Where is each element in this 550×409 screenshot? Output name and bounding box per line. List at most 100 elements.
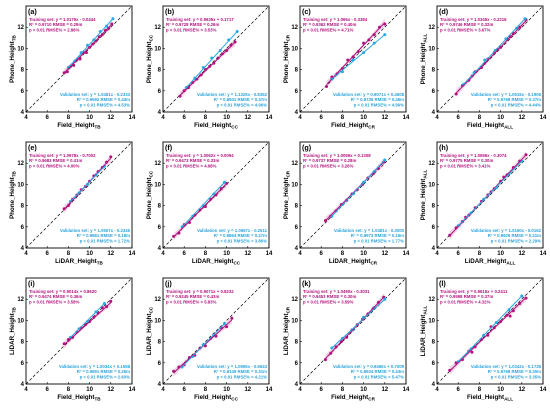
x-tick-label: 12 xyxy=(107,251,114,257)
x-tick-label: 10 xyxy=(497,387,504,393)
x-tick-label: 8 xyxy=(204,115,208,121)
scatter-panel-2: 4 6 8 10 12 14 4 6 8 10 12 Field_HeightCC Phone_Heig… xyxy=(146,5,273,130)
x-axis-label: Field_HeightTB xyxy=(57,122,101,130)
training-stats-line: p < 0.01 RMSE% = 3.26% xyxy=(303,163,354,168)
y-tick-label: 8 xyxy=(21,340,25,346)
y-tick-label: 6 xyxy=(432,89,436,95)
training-stats-line: R² = 0.9775 RMSE = 0.30m xyxy=(440,158,493,163)
x-tick-label: 6 xyxy=(183,115,187,121)
validation-fit-line xyxy=(331,159,386,217)
x-tick-label: 8 xyxy=(341,251,345,257)
training-stats-line: p < 0.01 RMSE% = 3.58% xyxy=(29,299,80,304)
y-tick-label: 6 xyxy=(295,89,299,95)
x-axis-label: LiDAR_HeightTB xyxy=(55,258,103,266)
y-tick-label: 12 xyxy=(428,25,435,31)
x-tick-label: 4 xyxy=(24,115,28,121)
panel-label: (a) xyxy=(28,7,37,16)
training-stats-line: Training set: y = 0.9615x + 0.2411 xyxy=(440,289,508,294)
validation-fit-line xyxy=(463,18,526,85)
validation-fit-line xyxy=(68,18,114,68)
training-stats-line: p < 0.01 RMSE% = 2.86% xyxy=(29,27,80,32)
training-stats-line: R² = 0.9710 RMSE = 0.29m xyxy=(29,22,82,27)
y-axis-label: Phone_HeightTB xyxy=(9,34,17,82)
x-tick-label: 14 xyxy=(266,387,273,393)
validation-stats-line: p < 0.01 RMSE% = 2.60% xyxy=(80,374,131,379)
validation-stats-line: Validation set: y = 1.0567x - 0.2511 xyxy=(197,228,267,233)
x-tick-label: 10 xyxy=(360,387,367,393)
y-tick-label: 4 xyxy=(21,110,25,116)
training-point xyxy=(325,85,328,89)
y-tick-label: 12 xyxy=(291,297,298,303)
validation-fit-line xyxy=(457,295,523,363)
x-tick-label: 4 xyxy=(435,251,439,257)
x-tick-label: 6 xyxy=(46,115,50,121)
y-tick-label: 10 xyxy=(428,182,435,188)
training-stats-line: p < 0.01 RMSE% = 3.59% xyxy=(303,299,354,304)
training-stats-line: Training set: y = 1.0978x - 0.7002 xyxy=(29,153,96,158)
training-stats-line: R² = 0.9728 RMSE = 0.26m xyxy=(166,22,219,27)
x-tick-label: 6 xyxy=(46,387,50,393)
training-fit-line xyxy=(173,183,227,238)
y-tick-label: 8 xyxy=(432,340,436,346)
training-stats-line: Training set: y = 1.0062x + 0.0094 xyxy=(166,153,234,158)
x-tick-label: 12 xyxy=(381,251,388,257)
x-tick-label: 14 xyxy=(129,387,136,393)
y-tick-label: 10 xyxy=(428,318,435,324)
x-tick-label: 6 xyxy=(46,251,50,257)
x-axis-label: Field_HeightCC xyxy=(194,122,238,130)
training-stats-line: R² = 0.9473 RMSE = 0.33m xyxy=(166,158,219,163)
x-tick-label: 8 xyxy=(67,251,71,257)
validation-fit-line xyxy=(181,323,225,368)
validation-stats-line: p < 0.01 RMSE% = 3.35% xyxy=(491,374,542,379)
y-tick-label: 8 xyxy=(158,204,162,210)
plot-area xyxy=(300,142,406,248)
x-tick-label: 6 xyxy=(183,387,187,393)
y-tick-label: 6 xyxy=(432,361,436,367)
x-tick-label: 8 xyxy=(341,115,345,121)
x-tick-label: 4 xyxy=(435,387,439,393)
y-tick-label: 10 xyxy=(291,318,298,324)
scatter-panel-7: 4 6 8 10 12 144681012LiDAR_HeightCRPhone_Heig… xyxy=(283,141,410,266)
validation-stats-line: Validation set: y = 1.0034x + 0.1558 xyxy=(59,364,131,369)
x-tick-label: 14 xyxy=(403,251,410,257)
training-stats-line: p < 0.01 RMSE% = 5.83% xyxy=(166,299,217,304)
x-tick-label: 12 xyxy=(518,115,525,121)
x-tick-label: 14 xyxy=(540,251,547,257)
x-tick-label: 6 xyxy=(183,251,187,257)
training-fit-line xyxy=(455,20,527,94)
y-tick-label: 8 xyxy=(432,204,436,210)
validation-stats-line: R² = 0.9891 RMSE = 0.26m xyxy=(77,369,130,374)
validation-stats-line: R² = 0.8736 RMSE = 0.45m xyxy=(351,97,404,102)
y-tick-label: 8 xyxy=(158,340,162,346)
x-axis-label: Field_HeightALL xyxy=(467,394,513,402)
y-axis-label: Phone_HeightALL xyxy=(420,34,428,85)
y-tick-label: 12 xyxy=(17,297,24,303)
plot-area xyxy=(26,6,132,112)
x-tick-label: 4 xyxy=(161,251,165,257)
validation-stats-line: p < 0.01 RMSE% = 3.86% xyxy=(217,238,268,243)
y-tick-label: 12 xyxy=(428,161,435,167)
training-stats-line: Training set: y = 1.0345x - 0.2216 xyxy=(440,17,507,22)
panel-label: (l) xyxy=(439,279,446,288)
x-axis-label: Field_HeightTB xyxy=(57,394,101,402)
panel-label: (j) xyxy=(165,279,172,288)
validation-fit-line xyxy=(70,303,105,338)
y-axis-label: Phone_HeightCC xyxy=(146,34,154,83)
training-point xyxy=(372,33,376,37)
validation-fit-line xyxy=(457,160,523,227)
y-tick-label: 4 xyxy=(158,110,162,116)
training-stats-line: R² = 0.9598 RMSE = 0.37m xyxy=(440,294,493,299)
training-fit-line xyxy=(63,23,113,74)
x-tick-label: 12 xyxy=(518,387,525,393)
training-stats-line: p < 0.01 RMSE% = 4.68% xyxy=(166,163,217,168)
panel-label: (e) xyxy=(28,143,37,152)
validation-stats-line: Validation set: y = 1.0481x - 0.2333 xyxy=(60,92,131,97)
x-tick-label: 4 xyxy=(24,387,28,393)
training-point xyxy=(109,299,113,303)
x-tick-label: 8 xyxy=(204,387,208,393)
y-tick-label: 8 xyxy=(432,68,436,74)
validation-stats-line: R² = 0.9861 RMSE = 0.18m xyxy=(77,233,130,238)
validation-stats-line: Validation set: y = 0.9466x + 0.7009 xyxy=(333,364,405,369)
training-stats-line: Training set: y = 1.0059x + 0.1308 xyxy=(303,153,371,158)
plot-area xyxy=(26,142,132,248)
